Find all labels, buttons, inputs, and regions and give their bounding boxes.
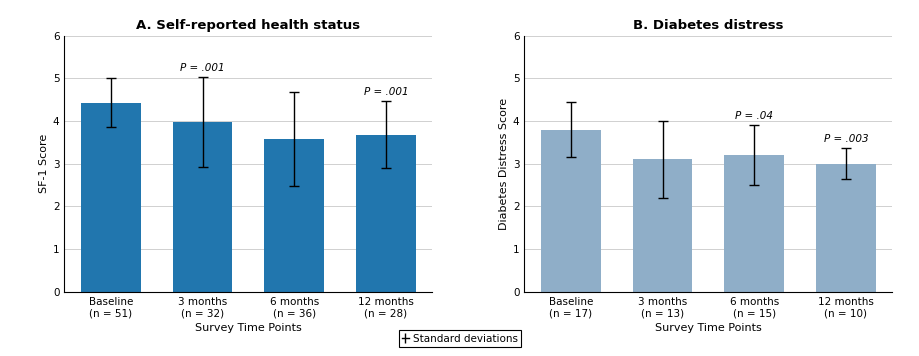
Bar — [723, 155, 783, 292]
Bar — [173, 122, 233, 292]
Y-axis label: SF-1 Score: SF-1 Score — [39, 134, 49, 193]
Text: P = .003: P = .003 — [823, 134, 868, 144]
Text: P = .001: P = .001 — [363, 87, 408, 97]
Text: P = .001: P = .001 — [180, 63, 224, 73]
Bar — [540, 130, 600, 292]
Bar — [815, 164, 875, 292]
Y-axis label: Diabetes Distress Score: Diabetes Distress Score — [498, 98, 508, 230]
Bar — [632, 159, 692, 292]
Bar — [264, 140, 323, 292]
Legend: Standard deviations: Standard deviations — [398, 330, 521, 347]
Bar — [356, 135, 415, 292]
Title: B. Diabetes distress: B. Diabetes distress — [632, 19, 783, 32]
X-axis label: Survey Time Points: Survey Time Points — [195, 323, 301, 333]
Title: A. Self-reported health status: A. Self-reported health status — [136, 19, 360, 32]
Bar — [81, 103, 141, 292]
Text: P = .04: P = .04 — [734, 111, 772, 121]
X-axis label: Survey Time Points: Survey Time Points — [654, 323, 761, 333]
